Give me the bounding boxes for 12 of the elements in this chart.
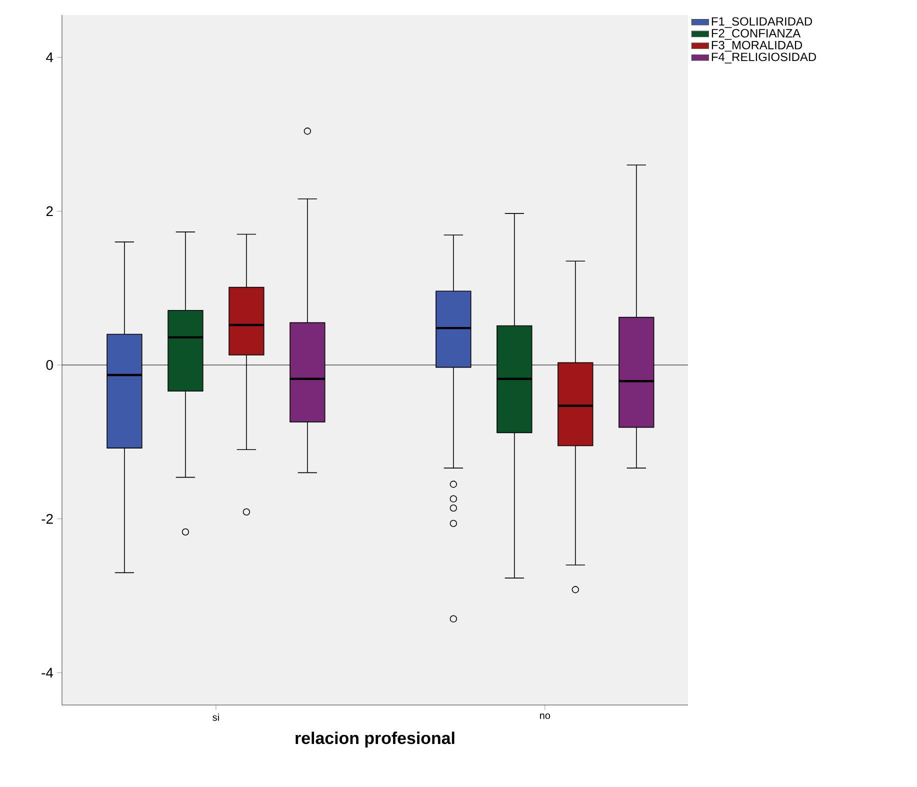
legend-label: F2_CONFIANZA	[712, 29, 801, 40]
y-tick-label: 4	[46, 52, 54, 62]
x-axis-title: relacion profesional	[296, 732, 454, 748]
x-tick-label: no	[540, 714, 550, 719]
y-tick-label: -2	[42, 514, 53, 524]
y-tick-label: -4	[42, 668, 54, 678]
legend-label: F1_SOLIDARIDAD	[712, 17, 812, 28]
legend-label: F3_MORALIDAD	[712, 40, 802, 52]
x-tick-label: si	[212, 714, 219, 721]
y-tick-label: 2	[46, 206, 53, 216]
legend-label: F4_RELIGIOSIDAD	[712, 52, 816, 64]
y-tick-label: 0	[46, 360, 53, 370]
